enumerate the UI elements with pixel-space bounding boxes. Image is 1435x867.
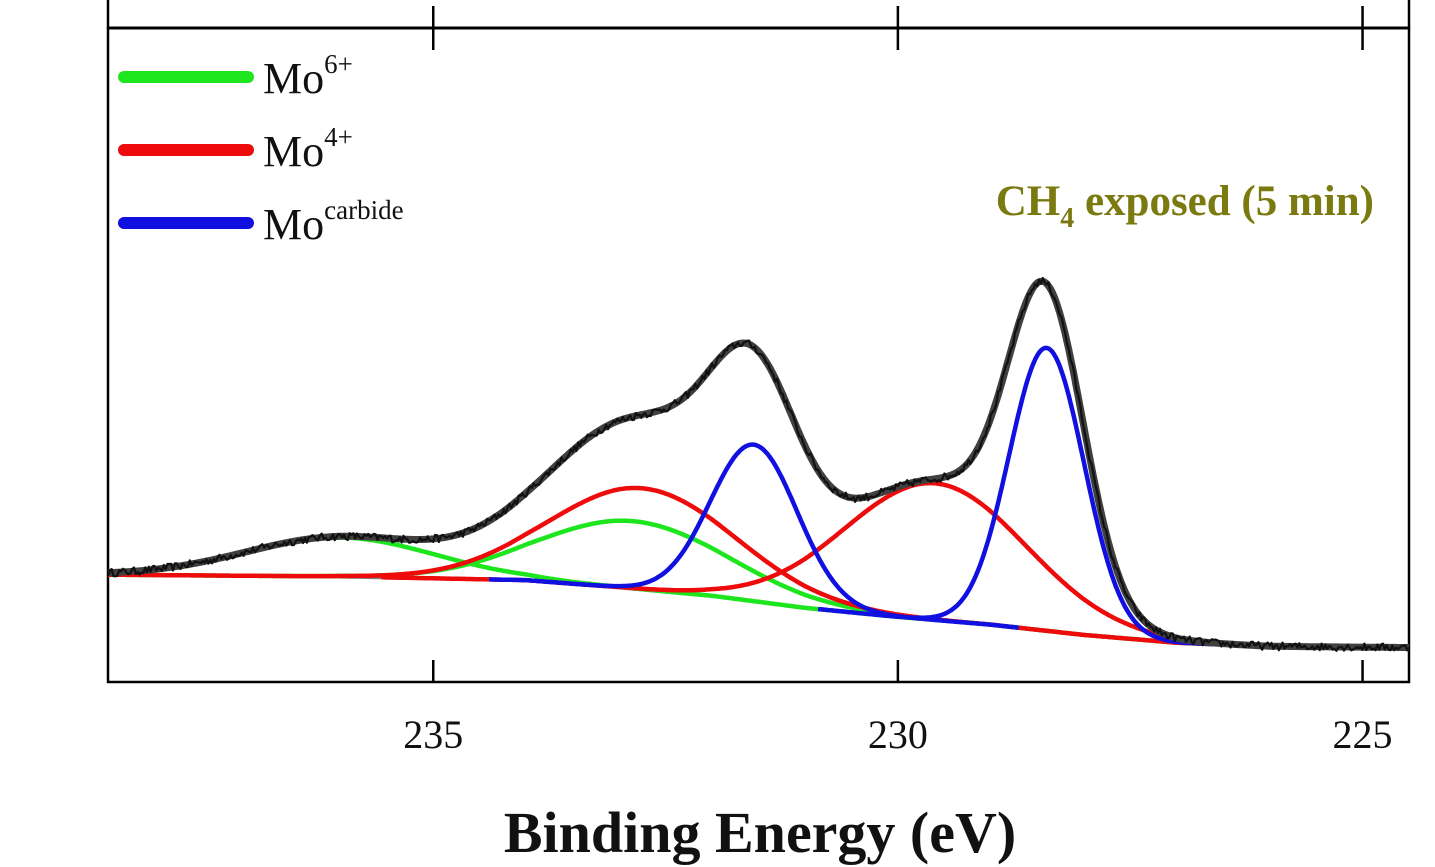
x-axis-title: Binding Energy (eV)	[504, 800, 1016, 865]
x-tick-label-235: 235	[403, 712, 463, 757]
series-0-component-1	[107, 518, 1213, 647]
experimental-data-line	[106, 276, 1410, 652]
x-axis-ticks	[432, 28, 1364, 682]
annotation-subscript: 4	[1060, 203, 1074, 234]
upper-panel-frame	[106, 0, 1411, 30]
plot-frame	[106, 26, 1411, 684]
legend-label-2: Mocarbide	[263, 195, 404, 249]
series-1-component-1	[380, 480, 1410, 650]
x-tick-label-230: 230	[868, 712, 928, 757]
x-tick-label-225: 225	[1333, 712, 1393, 757]
upper-panel-ticks	[432, 6, 1364, 28]
legend: Mo6+Mo4+Mocarbide	[118, 49, 404, 249]
annotation-base: CH	[996, 178, 1061, 225]
legend-label-superscript-1: 4+	[324, 122, 353, 152]
annotation-ch4-exposed: CH4 exposed (5 min)	[996, 178, 1374, 234]
legend-label-base-2: Mo	[263, 200, 324, 249]
legend-label-superscript-0: 6+	[324, 49, 353, 79]
curves-layer	[106, 276, 1411, 652]
legend-label-superscript-2: carbide	[324, 195, 403, 225]
x-axis-tick-labels: 235 230 225	[403, 712, 1392, 757]
legend-label-0: Mo6+	[263, 49, 353, 103]
series-1-component-0	[107, 485, 1211, 647]
legend-label-1: Mo4+	[263, 122, 353, 176]
fit-envelope-line	[106, 277, 1411, 652]
background-line	[107, 572, 1410, 650]
plot-area	[106, 276, 1411, 652]
legend-label-base-1: Mo	[263, 127, 324, 176]
annotation-rest: exposed (5 min)	[1074, 178, 1374, 225]
legend-label-base-0: Mo	[263, 54, 324, 103]
